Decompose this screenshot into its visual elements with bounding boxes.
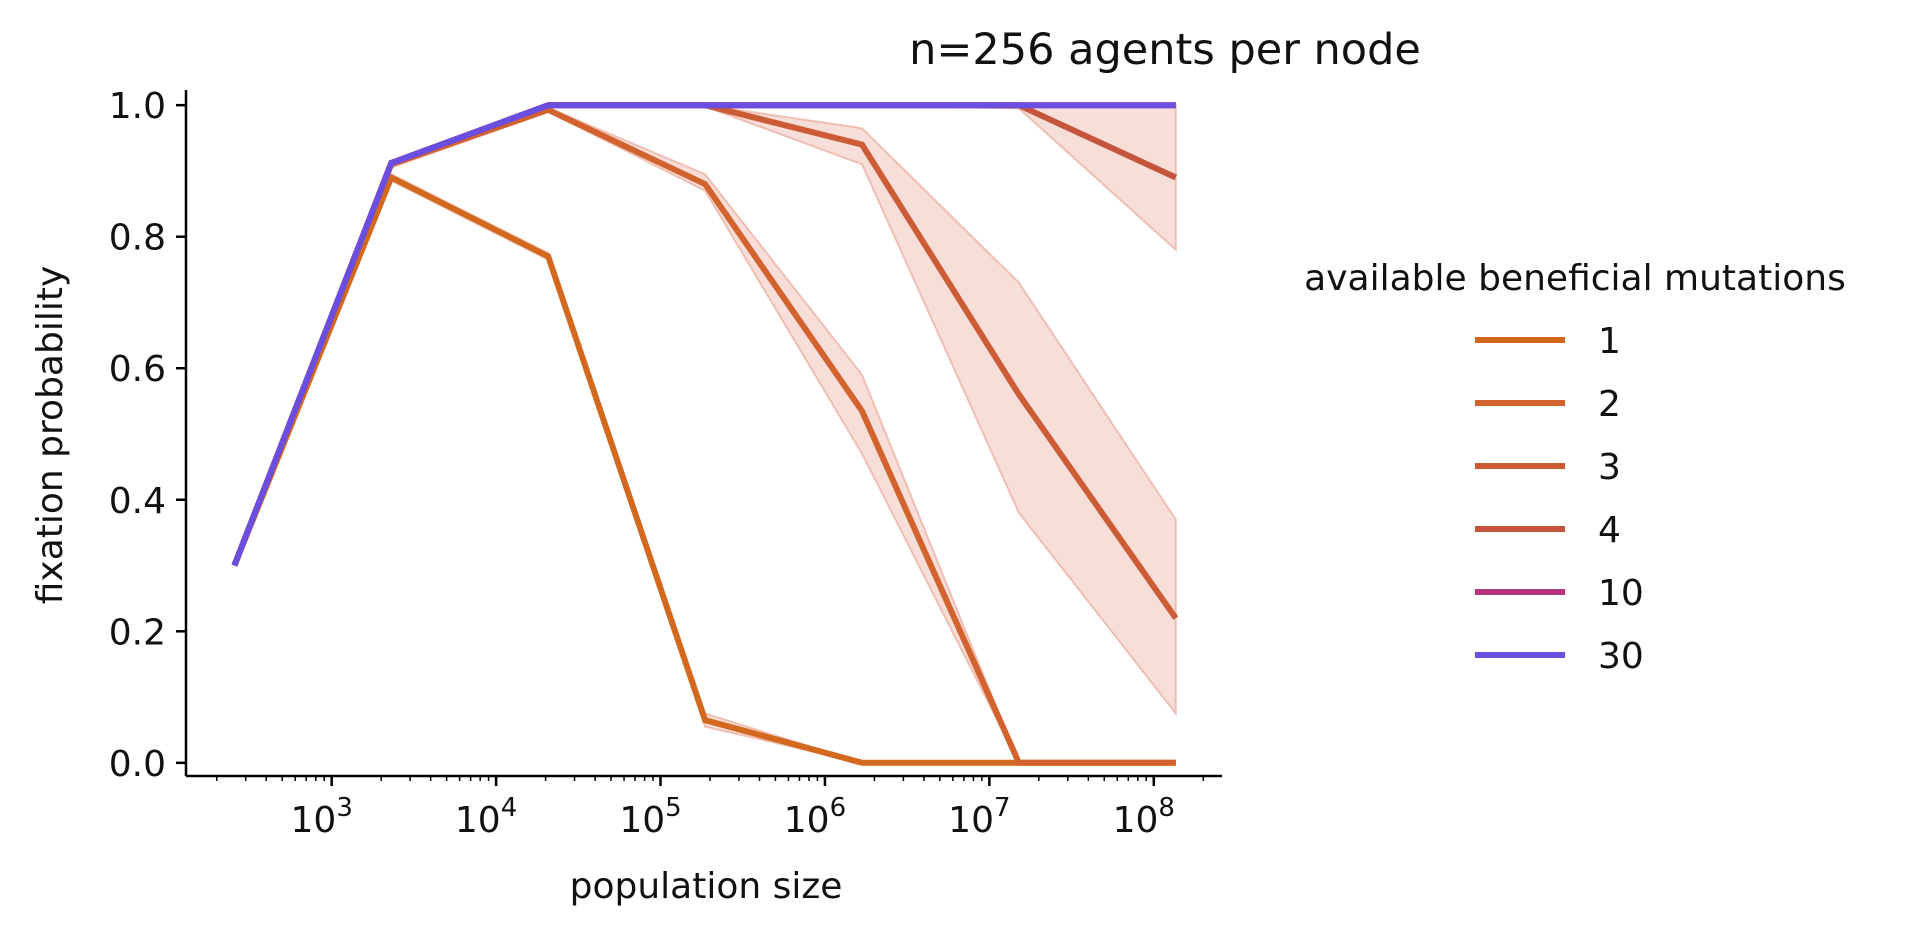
x-tick-label: 104 bbox=[455, 793, 517, 841]
y-tick-label: 1.0 bbox=[109, 86, 166, 127]
y-tick-label: 0.6 bbox=[109, 349, 166, 390]
x-axis-label: population size bbox=[570, 866, 843, 907]
chart-title: n=256 agents per node bbox=[909, 25, 1421, 75]
series-line-30 bbox=[231, 102, 1176, 567]
legend-label-4: 4 bbox=[1598, 510, 1621, 551]
legend-label-10: 10 bbox=[1598, 573, 1644, 614]
legend-label-3: 3 bbox=[1598, 447, 1621, 488]
y-axis-label: fixation probability bbox=[30, 266, 71, 605]
y-tick-label: 0.4 bbox=[109, 481, 166, 522]
legend-title: available beneficial mutations bbox=[1304, 258, 1846, 299]
y-tick-label: 0.0 bbox=[109, 744, 166, 785]
x-tick-label: 103 bbox=[291, 793, 353, 841]
axes: 0.0 0.2 0.4 0.6 0.8 1.0 103 104 105 106 107 108 bbox=[109, 86, 1222, 841]
legend-label-30: 30 bbox=[1598, 636, 1644, 677]
x-tick-label: 108 bbox=[1113, 793, 1175, 841]
legend-label-2: 2 bbox=[1598, 384, 1621, 425]
x-tick-label: 107 bbox=[948, 793, 1010, 841]
x-tick-label: 105 bbox=[619, 793, 681, 841]
y-tick-label: 0.8 bbox=[109, 218, 166, 259]
legend-label-1: 1 bbox=[1598, 321, 1621, 362]
legend: available beneficial mutations 1 2 3 4 10 30 bbox=[1304, 258, 1846, 677]
x-tick-label: 106 bbox=[784, 793, 846, 841]
y-tick-label: 0.2 bbox=[109, 612, 166, 653]
series-lines bbox=[231, 102, 1179, 766]
